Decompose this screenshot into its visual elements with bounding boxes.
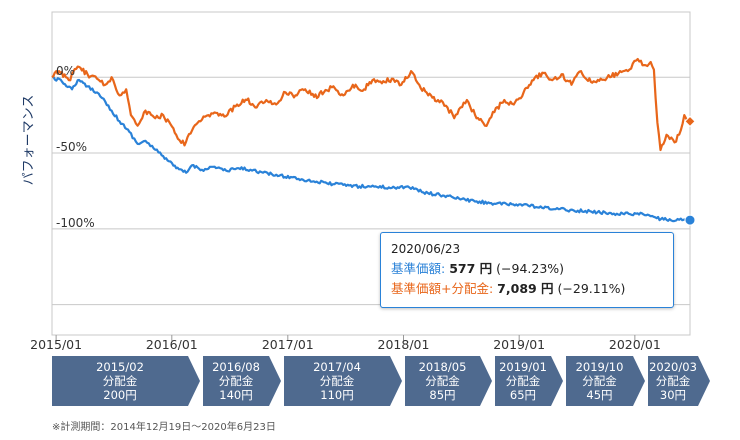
chart-series	[51, 57, 696, 226]
tooltip-total-pct: (−29.11%)	[557, 281, 626, 296]
x-tick-label: 2018/01	[378, 337, 430, 350]
distribution-amount: 200円	[103, 388, 137, 402]
x-tick-label: 2015/01	[30, 337, 82, 350]
tooltip-nav-pct: (−94.23%)	[496, 261, 565, 276]
distribution-box: 2019/10 分配金 45円	[566, 356, 645, 406]
distribution-date: 2019/10	[575, 360, 624, 374]
distribution-date: 2020/03	[649, 360, 697, 374]
x-tick-label: 2017/01	[262, 337, 314, 350]
distribution-label: 分配金	[218, 374, 254, 388]
distribution-amount: 85円	[429, 388, 456, 402]
distribution-label: 分配金	[655, 374, 691, 388]
distribution-amount: 140円	[219, 388, 253, 402]
distribution-label: 分配金	[319, 374, 355, 388]
distribution-amount: 45円	[586, 388, 613, 402]
distribution-date: 2015/02	[96, 360, 144, 374]
x-tick-label: 2019/01	[493, 337, 545, 350]
measurement-period-note: ※計測期間：2014年12月19日〜2020年6月23日	[52, 422, 276, 433]
y-tick-label: 0%	[56, 64, 75, 78]
chart-tick-labels: 0% -50% -100% 2015/01 2016/01 2017/01 2018/01 2…	[30, 64, 661, 350]
tooltip-total-row: 基準価額+分配金: 7,089 円 (−29.11%)	[391, 279, 663, 299]
distribution-date: 2016/08	[212, 360, 260, 374]
y-tick-label: -100%	[56, 216, 95, 230]
distribution-amount: 30円	[659, 388, 687, 402]
distribution-date: 2019/01	[499, 360, 547, 374]
x-tick-label: 2016/01	[146, 337, 198, 350]
data-tooltip: 2020/06/23 基準価額: 577 円 (−94.23%) 基準価額+分配…	[380, 232, 674, 308]
tooltip-total-label: 基準価額+分配金:	[391, 281, 494, 296]
distribution-box: 2020/03 分配金 30円	[648, 356, 710, 406]
distribution-date: 2018/05	[418, 360, 467, 374]
y-axis-label: パフォーマンス	[21, 94, 37, 186]
series-end-marker	[684, 214, 696, 226]
y-tick-label: -50%	[56, 140, 87, 154]
x-tick-label: 2020/01	[609, 337, 661, 350]
distribution-box: 2018/05 分配金 85円	[405, 356, 492, 406]
distribution-amount: 110円	[320, 388, 354, 402]
distribution-label: 分配金	[505, 374, 541, 388]
distribution-box: 2016/08 分配金 140円	[203, 356, 281, 406]
distribution-amount: 65円	[509, 388, 537, 402]
distribution-label: 分配金	[582, 374, 617, 388]
tooltip-nav-value: 577 円	[449, 261, 493, 276]
tooltip-total-value: 7,089 円	[497, 281, 554, 296]
tooltip-nav-row: 基準価額: 577 円 (−94.23%)	[391, 259, 663, 279]
series-line	[51, 57, 691, 152]
distribution-label: 分配金	[425, 374, 460, 388]
tooltip-nav-label: 基準価額:	[391, 261, 446, 276]
series-line	[51, 75, 691, 223]
distribution-box: 2017/04 分配金 110円	[284, 356, 402, 406]
plot-frame	[51, 11, 691, 336]
distribution-label: 分配金	[102, 374, 138, 388]
distribution-box: 2019/01 分配金 65円	[495, 356, 563, 406]
distribution-date: 2017/04	[313, 360, 361, 374]
distribution-box: 2015/02 分配金 200円	[52, 356, 200, 406]
tooltip-date: 2020/06/23	[391, 242, 461, 256]
series-end-marker	[684, 115, 696, 128]
